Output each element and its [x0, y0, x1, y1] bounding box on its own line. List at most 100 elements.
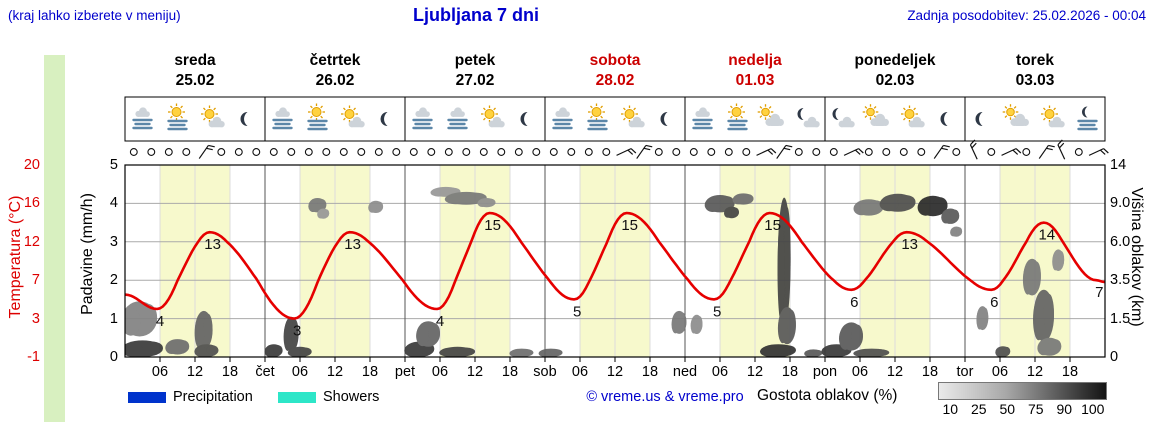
- svg-text:18: 18: [1062, 364, 1078, 380]
- svg-text:18: 18: [782, 364, 798, 380]
- svg-text:06: 06: [852, 364, 868, 380]
- day-name: četrtek: [309, 52, 361, 69]
- svg-text:14: 14: [1038, 227, 1055, 244]
- day-name: sobota: [589, 52, 641, 69]
- sun-cloud-icon: [901, 105, 925, 128]
- svg-text:13: 13: [344, 236, 361, 253]
- moon-icon: [660, 112, 668, 126]
- svg-text:12: 12: [747, 364, 763, 380]
- fog-icon: [552, 107, 573, 130]
- axis-tick: 20: [23, 157, 40, 173]
- svg-text:06: 06: [432, 364, 448, 380]
- day-date: 25.02: [175, 72, 215, 89]
- svg-text:18: 18: [922, 364, 938, 380]
- axis-tick: 3.5: [1110, 272, 1131, 289]
- axis-tick: -1: [27, 349, 40, 365]
- sun-cloud-icon: [481, 105, 505, 128]
- svg-text:12: 12: [467, 364, 483, 380]
- density-tick: 25: [970, 401, 987, 417]
- day-date: 02.03: [875, 72, 915, 89]
- fog-icon: [272, 107, 293, 130]
- svg-text:čet: čet: [255, 364, 274, 380]
- temperature-scale-strip: [44, 55, 65, 422]
- svg-text:06: 06: [992, 364, 1008, 380]
- svg-text:12: 12: [327, 364, 343, 380]
- cloud-density-gradient: [938, 382, 1107, 400]
- svg-text:13: 13: [204, 236, 221, 253]
- copyright-link[interactable]: © vreme.us & vreme.pro: [586, 389, 744, 405]
- svg-text:tor: tor: [957, 364, 974, 380]
- day-header: sobota 28.02: [545, 51, 685, 91]
- moon-fog-icon: [1077, 106, 1098, 131]
- day-header: nedelja 01.03: [685, 51, 825, 91]
- svg-text:12: 12: [187, 364, 203, 380]
- svg-text:6: 6: [990, 294, 998, 311]
- day-header: ponedeljek 02.03: [825, 51, 965, 91]
- sun-cloud-icon: [1041, 105, 1065, 128]
- fog-sun-icon: [167, 103, 188, 131]
- axis-tick: 7: [31, 272, 40, 289]
- last-update-text: Zadnja posodobitev: 25.02.2026 - 00:04: [907, 8, 1146, 23]
- cloud-density-label: Gostota oblakov (%): [757, 387, 898, 404]
- svg-text:5: 5: [573, 303, 581, 320]
- svg-text:06: 06: [152, 364, 168, 380]
- fog-sun-icon: [307, 103, 328, 131]
- svg-text:3: 3: [293, 323, 301, 340]
- moon-icon: [240, 112, 248, 126]
- sun-cloud-icon: [341, 105, 365, 128]
- day-header: četrtek 26.02: [265, 51, 405, 91]
- svg-text:pon: pon: [813, 364, 837, 380]
- fog-icon: [447, 107, 468, 130]
- fog-icon: [692, 107, 713, 130]
- axis-tick: 5: [109, 157, 118, 173]
- axis-tick: 16: [23, 195, 40, 212]
- svg-text:ned: ned: [673, 364, 697, 380]
- cloud-sun-icon: [1002, 104, 1029, 127]
- svg-text:18: 18: [362, 364, 378, 380]
- axis-tick: 0: [109, 349, 118, 365]
- axis-tick: 12: [23, 233, 40, 250]
- day-date: 27.02: [455, 72, 495, 89]
- day-date: 28.02: [595, 72, 635, 89]
- svg-text:12: 12: [887, 364, 903, 380]
- svg-text:sob: sob: [533, 364, 556, 380]
- svg-text:4: 4: [156, 313, 164, 330]
- day-name: torek: [1016, 52, 1054, 69]
- axis-tick: 14: [1110, 157, 1127, 173]
- density-tick: 75: [1027, 401, 1044, 417]
- day-name: sreda: [174, 52, 216, 69]
- day-date: 26.02: [315, 72, 355, 89]
- svg-text:7: 7: [1095, 284, 1103, 301]
- svg-text:6: 6: [850, 294, 858, 311]
- day-name: petek: [454, 52, 496, 69]
- day-date: 03.03: [1015, 72, 1055, 89]
- precipitation-legend-label: Precipitation: [173, 389, 253, 405]
- axis-tick: 0: [1110, 349, 1119, 365]
- svg-text:15: 15: [484, 217, 501, 234]
- svg-text:15: 15: [764, 217, 781, 234]
- svg-text:12: 12: [607, 364, 623, 380]
- moon-cloud-icon: [832, 108, 855, 128]
- moon-icon: [380, 112, 388, 126]
- density-tick: 90: [1056, 401, 1073, 417]
- cloud-sun-icon: [862, 104, 889, 127]
- svg-text:18: 18: [502, 364, 518, 380]
- day-name: nedelja: [728, 52, 782, 69]
- axis-tick: 1.5: [1110, 310, 1131, 327]
- svg-text:13: 13: [901, 236, 918, 253]
- svg-text:12: 12: [1027, 364, 1043, 380]
- svg-text:pet: pet: [395, 364, 415, 380]
- axis-tick: 3: [31, 310, 40, 327]
- moon-icon: [520, 112, 528, 126]
- day-header: torek 03.03: [965, 51, 1105, 91]
- svg-text:06: 06: [292, 364, 308, 380]
- svg-text:18: 18: [222, 364, 238, 380]
- svg-text:4: 4: [436, 313, 444, 330]
- axis-tick: 3: [109, 233, 118, 250]
- day-header: sreda 25.02: [125, 51, 265, 91]
- svg-text:15: 15: [621, 217, 638, 234]
- density-tick: 50: [999, 401, 1016, 417]
- sun-cloud-icon: [201, 105, 225, 128]
